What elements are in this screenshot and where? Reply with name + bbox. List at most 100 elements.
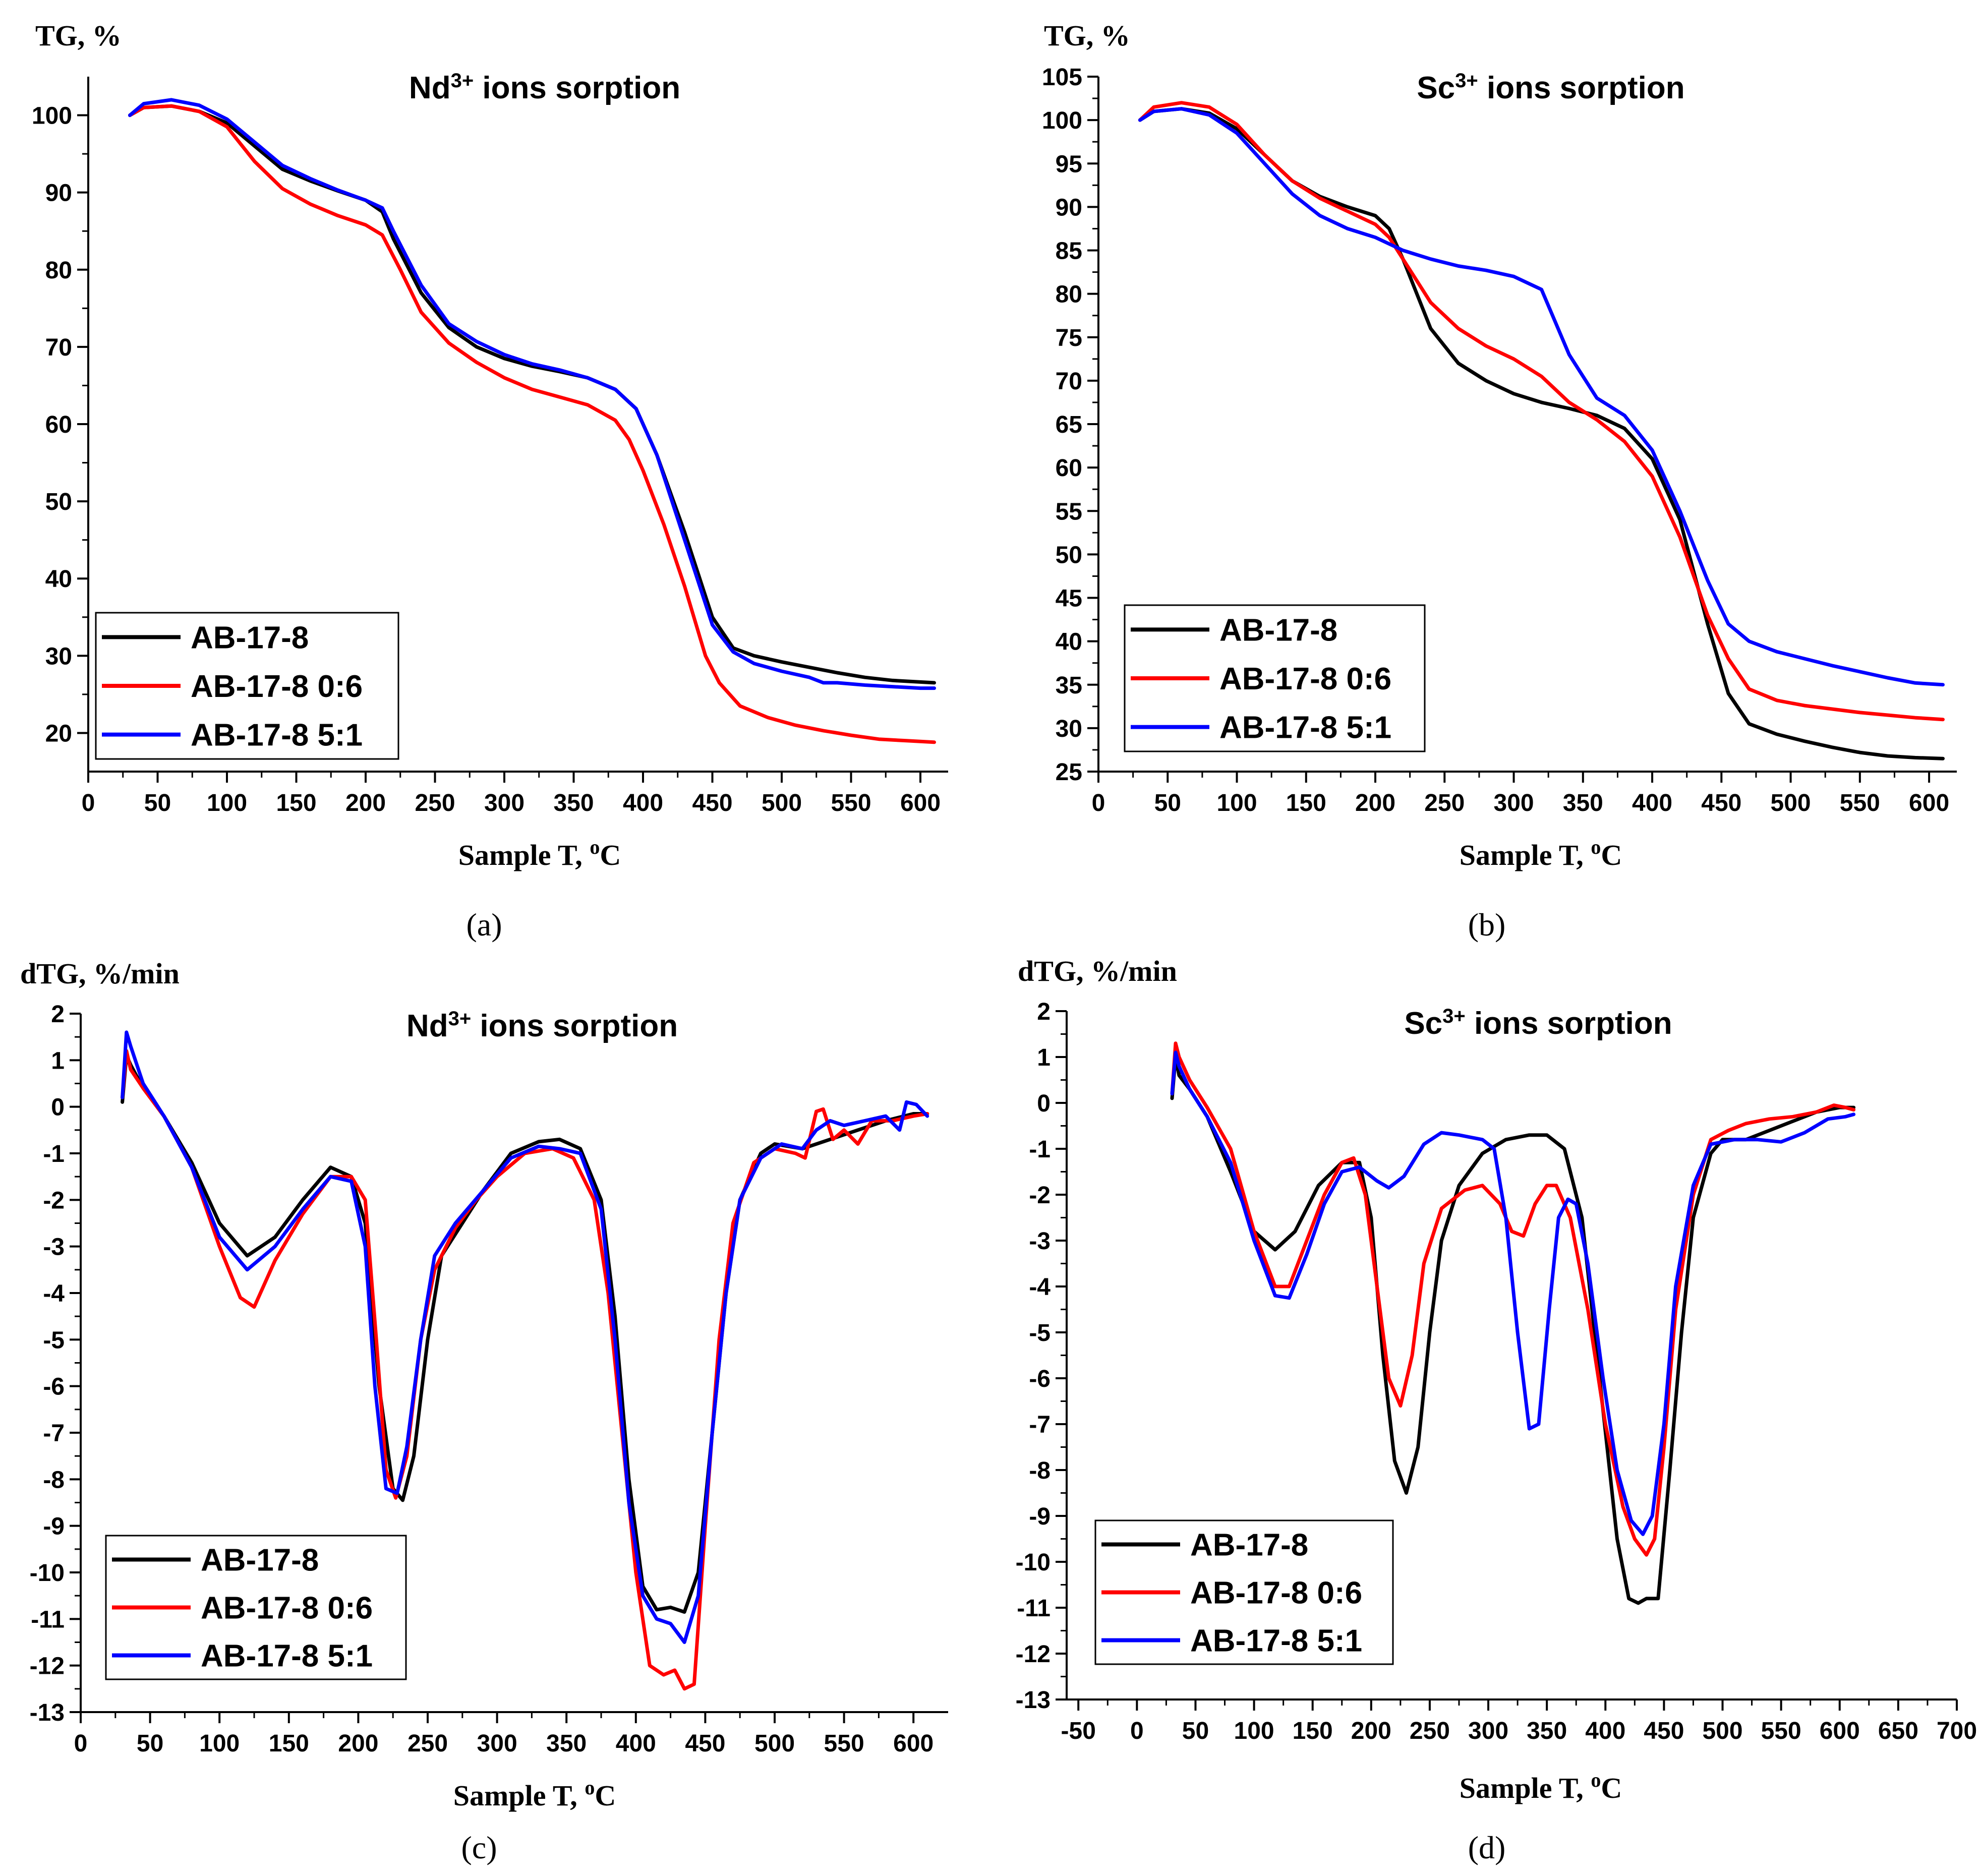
- x-tick-label: 500: [762, 790, 802, 816]
- x-tick-label: 550: [824, 1730, 864, 1757]
- chart-title-superscript: 3+: [1455, 70, 1478, 92]
- x-tick-label: 100: [199, 1730, 240, 1757]
- x-tick-label: 200: [1355, 790, 1395, 816]
- x-tick-label: 400: [623, 790, 663, 816]
- chart-title: Nd3+ ions sorption: [406, 1008, 678, 1043]
- chart-title-superscript: 3+: [1442, 1005, 1466, 1027]
- y-tick-label: 60: [45, 412, 72, 438]
- series-line-ab-17-8-0-6: [1170, 1041, 1856, 1557]
- x-tick-label: 350: [546, 1730, 587, 1757]
- y-axis-title: TG, %: [35, 19, 122, 52]
- y-tick-label: 55: [1056, 498, 1082, 525]
- y-tick-label: 0: [1037, 1090, 1051, 1117]
- chart-title-superscript: 3+: [448, 1008, 472, 1030]
- x-tick-label: 600: [893, 1730, 934, 1757]
- series-line-ab-17-8-5-1: [121, 1030, 929, 1644]
- x-axis-title-text: Sample T,: [458, 839, 590, 871]
- x-axis-title-text: Sample T,: [1460, 1772, 1591, 1804]
- x-tick-label: 0: [1130, 1718, 1144, 1744]
- chart-title-rest: ions sorption: [1478, 71, 1685, 105]
- x-tick-label: 150: [1286, 790, 1326, 816]
- x-tick-label: 350: [553, 790, 594, 816]
- x-tick-label: 100: [1234, 1718, 1274, 1744]
- legend-label: AB-17-8 0:6: [1190, 1576, 1362, 1611]
- y-tick-label: 70: [45, 334, 72, 361]
- y-tick-label: 50: [45, 489, 72, 515]
- y-tick-label: -12: [1016, 1641, 1051, 1668]
- x-tick-label: 300: [477, 1730, 517, 1757]
- legend-label: AB-17-8 5:1: [1190, 1624, 1362, 1659]
- legend: AB-17-8 AB-17-8 0:6 AB-17-8 5:1: [105, 1535, 407, 1680]
- y-tick-label: 0: [51, 1094, 65, 1121]
- chart-panel-b: 0 50 100 150 200 250 300 350 400 450 500 550 600 25 30…: [1042, 19, 1957, 943]
- x-tick-label: 200: [1351, 1718, 1391, 1744]
- x-tick-label: 0: [1092, 790, 1105, 816]
- x-tick-label: 300: [484, 790, 525, 816]
- x-tick-label: 650: [1878, 1718, 1918, 1744]
- chart-title: Sc3+ ions sorption: [1404, 1005, 1672, 1041]
- y-tick-label: -10: [30, 1560, 65, 1587]
- x-tick-label: 400: [1585, 1718, 1625, 1744]
- y-tick-label: -3: [1029, 1228, 1051, 1255]
- y-tick-label: 2: [51, 1001, 65, 1028]
- y-tick-label: 2: [1037, 999, 1051, 1025]
- x-tick-label: 0: [74, 1730, 88, 1757]
- chart-title-element: Sc: [1417, 71, 1455, 105]
- x-axis-title-degree: o: [590, 836, 600, 858]
- y-tick-label: -12: [30, 1653, 65, 1680]
- x-axis-title: Sample T, oC: [1460, 1769, 1622, 1805]
- panel-caption: (d): [1468, 1830, 1506, 1865]
- chart-title-rest: ions sorption: [474, 71, 680, 105]
- x-axis-title: Sample T, oC: [453, 1776, 616, 1812]
- y-tick-label: 20: [45, 720, 72, 747]
- y-tick-label: 30: [45, 643, 72, 670]
- x-tick-label: 100: [207, 790, 247, 816]
- y-tick-label: 100: [1042, 107, 1082, 134]
- chart-title-superscript: 3+: [451, 70, 474, 92]
- x-tick-label: 500: [1771, 790, 1811, 816]
- y-tick-label: 1: [51, 1047, 65, 1074]
- x-tick-label: 550: [1761, 1718, 1801, 1744]
- chart-title-rest: ions sorption: [471, 1009, 678, 1043]
- legend-label: AB-17-8 5:1: [1219, 711, 1391, 745]
- series-line-ab-17-8-0-6: [121, 1049, 929, 1691]
- legend: AB-17-8 AB-17-8 0:6 AB-17-8 5:1: [1094, 1519, 1394, 1665]
- legend-label: AB-17-8 0:6: [201, 1591, 373, 1626]
- x-tick-label: 500: [754, 1730, 795, 1757]
- y-tick-label: 95: [1056, 151, 1082, 178]
- panel-caption: (b): [1468, 907, 1506, 943]
- series-line-ab-17-8: [128, 104, 936, 685]
- y-tick-label: -1: [43, 1141, 65, 1167]
- x-tick-label: 150: [1293, 1718, 1333, 1744]
- legend: AB-17-8 AB-17-8 0:6 AB-17-8 5:1: [1124, 604, 1426, 752]
- y-tick-label: 100: [32, 103, 72, 130]
- x-axis-title-degree: o: [1591, 836, 1601, 858]
- x-tick-label: 200: [345, 790, 386, 816]
- chart-title: Nd3+ ions sorption: [409, 70, 680, 105]
- legend-label: AB-17-8 0:6: [1219, 662, 1391, 696]
- y-tick-label: -8: [43, 1467, 65, 1493]
- x-tick-label: 50: [1182, 1718, 1209, 1744]
- y-tick-label: -1: [1029, 1136, 1051, 1163]
- x-tick-label: 250: [415, 790, 455, 816]
- y-tick-label: 80: [1056, 281, 1082, 308]
- y-tick-label: 80: [45, 257, 72, 284]
- series-line-ab-17-8-5-1: [1170, 1050, 1856, 1536]
- y-tick-label: 50: [1056, 542, 1082, 568]
- x-tick-label: 150: [276, 790, 316, 816]
- chart-title-element: Sc: [1404, 1006, 1442, 1041]
- x-axis-title-text: Sample T,: [1460, 839, 1591, 871]
- x-axis-title-unit: C: [1601, 1772, 1622, 1804]
- y-tick-label: 85: [1056, 238, 1082, 265]
- x-axis-title-unit: C: [595, 1779, 616, 1812]
- x-axis-title: Sample T, oC: [458, 836, 621, 872]
- series-line-ab-17-8-0-6: [128, 104, 936, 744]
- x-tick-label: 0: [82, 790, 95, 816]
- y-tick-label: 45: [1056, 585, 1082, 612]
- y-tick-label: -6: [1029, 1366, 1051, 1392]
- legend-label: AB-17-8 5:1: [201, 1639, 373, 1674]
- x-tick-label: 350: [1527, 1718, 1567, 1744]
- y-tick-label: 35: [1056, 672, 1082, 699]
- x-tick-label: 450: [1644, 1718, 1684, 1744]
